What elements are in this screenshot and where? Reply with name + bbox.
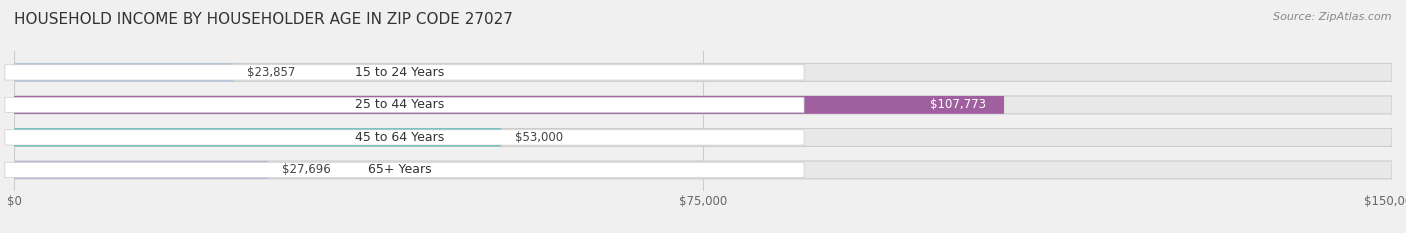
FancyBboxPatch shape bbox=[4, 130, 804, 145]
Text: 25 to 44 Years: 25 to 44 Years bbox=[356, 98, 444, 111]
FancyBboxPatch shape bbox=[4, 65, 804, 80]
Text: $23,857: $23,857 bbox=[247, 66, 295, 79]
Text: 45 to 64 Years: 45 to 64 Years bbox=[356, 131, 444, 144]
FancyBboxPatch shape bbox=[14, 63, 233, 81]
FancyBboxPatch shape bbox=[14, 128, 501, 146]
Text: 65+ Years: 65+ Years bbox=[368, 163, 432, 176]
FancyBboxPatch shape bbox=[4, 97, 804, 113]
FancyBboxPatch shape bbox=[14, 161, 1392, 179]
FancyBboxPatch shape bbox=[14, 96, 1004, 114]
FancyBboxPatch shape bbox=[4, 162, 804, 178]
FancyBboxPatch shape bbox=[14, 63, 1392, 81]
Text: $27,696: $27,696 bbox=[283, 163, 330, 176]
FancyBboxPatch shape bbox=[14, 96, 1392, 114]
Text: Source: ZipAtlas.com: Source: ZipAtlas.com bbox=[1274, 12, 1392, 22]
Text: $107,773: $107,773 bbox=[929, 98, 986, 111]
Text: HOUSEHOLD INCOME BY HOUSEHOLDER AGE IN ZIP CODE 27027: HOUSEHOLD INCOME BY HOUSEHOLDER AGE IN Z… bbox=[14, 12, 513, 27]
FancyBboxPatch shape bbox=[14, 161, 269, 179]
FancyBboxPatch shape bbox=[14, 128, 1392, 146]
Text: $53,000: $53,000 bbox=[515, 131, 562, 144]
Text: 15 to 24 Years: 15 to 24 Years bbox=[356, 66, 444, 79]
